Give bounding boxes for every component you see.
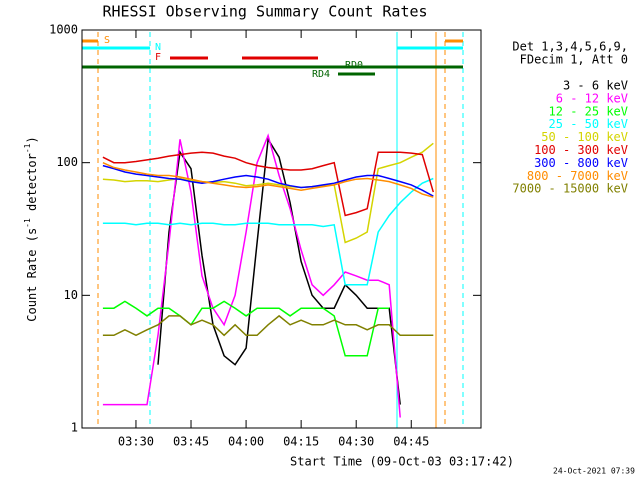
legend-entry: 300 - 800 keV bbox=[534, 156, 628, 170]
flag-label: N bbox=[155, 42, 161, 53]
flag-label: F bbox=[155, 52, 161, 63]
y-tick-label: 1000 bbox=[49, 23, 78, 37]
legend-entry: 3 - 6 keV bbox=[563, 79, 628, 93]
y-tick-label: 10 bbox=[64, 288, 78, 302]
legend-entry: 100 - 300 keV bbox=[534, 143, 628, 157]
series-line bbox=[102, 151, 435, 217]
legend-entry: 6 - 12 keV bbox=[556, 91, 628, 105]
x-axis-label: Start Time (09-Oct-03 03:17:42) bbox=[290, 455, 514, 469]
flags: S N F RD0 RD4 bbox=[82, 32, 464, 428]
x-tick-label: 04:00 bbox=[228, 435, 264, 449]
y-tick-label: 1 bbox=[71, 421, 78, 435]
series-line bbox=[102, 164, 434, 197]
legend-entry: 800 - 7000 keV bbox=[527, 169, 628, 183]
series-line bbox=[102, 300, 390, 357]
x-tick-label: 04:30 bbox=[338, 435, 374, 449]
y-tick-label: 100 bbox=[56, 155, 78, 169]
series-line bbox=[157, 137, 401, 405]
y-label-part: -1 bbox=[23, 218, 32, 228]
flag-label: S bbox=[104, 35, 110, 46]
series-line bbox=[102, 133, 401, 418]
timestamp: 24-Oct-2021 07:39 bbox=[553, 467, 635, 476]
legend-entry: 25 - 50 keV bbox=[549, 117, 628, 131]
series-line bbox=[102, 177, 434, 286]
legend-title: FDecim 1, Att 0 bbox=[520, 53, 628, 67]
y-label-part: ) bbox=[25, 136, 39, 143]
x-tick-label: 04:45 bbox=[393, 435, 429, 449]
x-tick-label: 03:30 bbox=[118, 435, 154, 449]
legend-entry: 50 - 100 keV bbox=[541, 130, 628, 144]
series-line bbox=[102, 142, 434, 244]
legend-entry: 12 - 25 keV bbox=[549, 104, 628, 118]
plot-frame bbox=[81, 29, 482, 429]
y-label-part: Count Rate (s bbox=[25, 228, 39, 322]
x-tick-label: 03:45 bbox=[173, 435, 209, 449]
x-tick-label: 04:15 bbox=[283, 435, 319, 449]
legend-entry: 7000 - 15000 keV bbox=[512, 182, 628, 196]
y-label-part: -1 bbox=[23, 143, 32, 153]
series-line bbox=[102, 314, 434, 337]
chart-title: RHESSI Observing Summary Count Rates bbox=[102, 3, 427, 21]
flag-label: RD0 bbox=[345, 60, 363, 71]
y-label-part: detector bbox=[25, 153, 39, 218]
flag-label: RD4 bbox=[312, 69, 330, 80]
legend-title: Det 1,3,4,5,6,9, bbox=[512, 40, 628, 54]
series-line bbox=[102, 162, 434, 198]
y-axis-label: Count Rate (s-1 detector-1) bbox=[23, 136, 39, 321]
